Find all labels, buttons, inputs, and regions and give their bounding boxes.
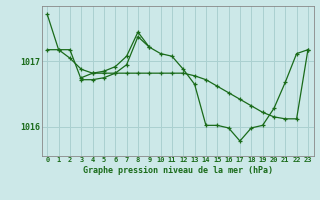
X-axis label: Graphe pression niveau de la mer (hPa): Graphe pression niveau de la mer (hPa): [83, 166, 273, 175]
